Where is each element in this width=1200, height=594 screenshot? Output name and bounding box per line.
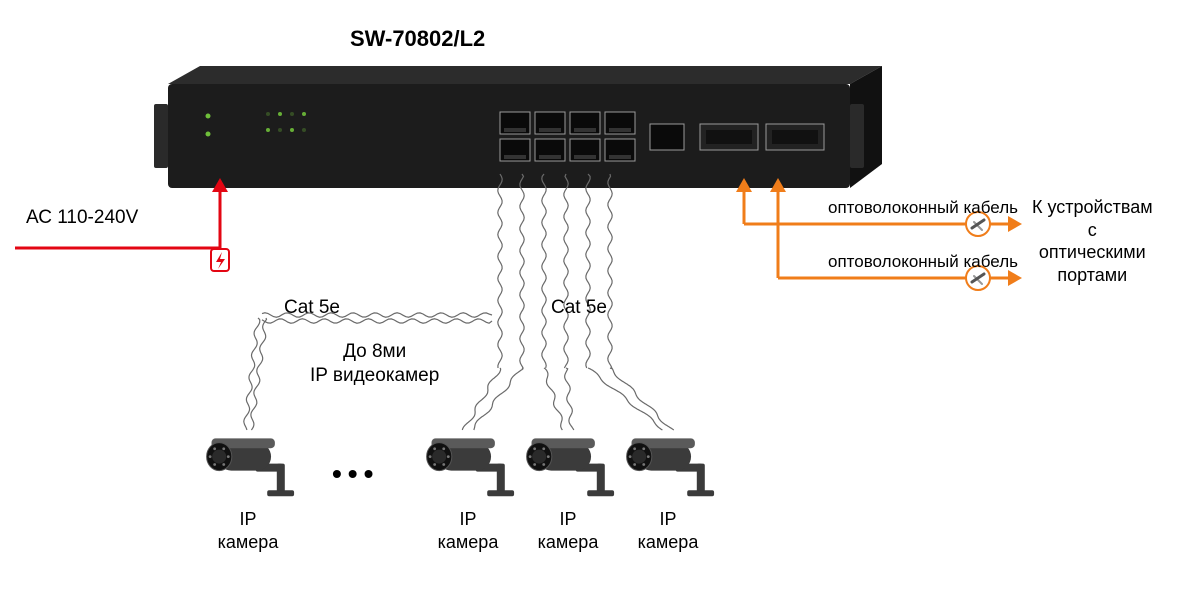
ip-camera — [620, 430, 716, 506]
cable-label-2: Cat 5e — [551, 296, 607, 320]
ip-camera — [200, 430, 296, 506]
title-label: SW-70802/L2 — [350, 26, 485, 52]
camera-label: IP камера — [208, 508, 288, 553]
camera-label: IP камера — [528, 508, 608, 553]
camera-label: IP камера — [428, 508, 508, 553]
ip-camera — [420, 430, 516, 506]
right-destination-label: К устройствам с оптическими портами — [1032, 196, 1153, 286]
camera-label: IP камера — [628, 508, 708, 553]
ip-camera — [520, 430, 616, 506]
ellipsis: ••• — [332, 458, 379, 490]
power-label: АС 110-240V — [26, 206, 138, 230]
